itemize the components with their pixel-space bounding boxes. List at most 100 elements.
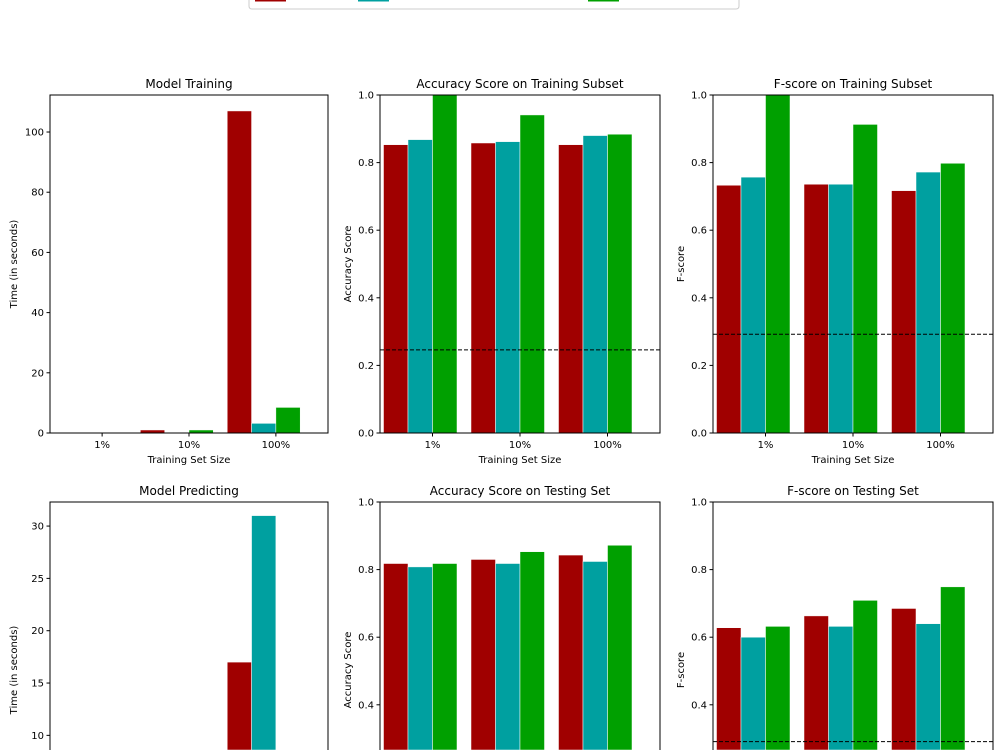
- bar: [470, 142, 496, 434]
- y-tick-label: 100: [25, 128, 44, 139]
- legend-swatch: [255, 0, 286, 2]
- x-tick-label: 10%: [842, 440, 864, 451]
- bar: [716, 184, 742, 434]
- x-axis-label: Training Set Size: [147, 455, 231, 466]
- subplot-title: F-score on Training Subset: [774, 77, 933, 91]
- bar: [495, 563, 521, 750]
- bar: [558, 554, 584, 750]
- bar: [716, 627, 742, 750]
- y-tick-label: 80: [31, 188, 44, 199]
- y-tick-label: 20: [31, 368, 44, 379]
- bar: [582, 561, 608, 750]
- x-tick-label: 1%: [425, 440, 441, 451]
- subplot-title: Model Predicting: [139, 484, 239, 498]
- bar: [803, 183, 829, 434]
- bar: [765, 94, 791, 434]
- x-tick-label: 100%: [926, 440, 955, 451]
- y-tick-label: 1.0: [358, 498, 374, 509]
- y-tick-label: 0.4: [358, 700, 374, 711]
- bar: [226, 110, 252, 434]
- bar: [828, 626, 854, 750]
- y-axis-label: Time (in seconds): [9, 220, 20, 310]
- y-tick-label: 0: [38, 429, 44, 440]
- y-tick-label: 15: [31, 679, 44, 690]
- y-tick-label: 0.6: [358, 226, 374, 237]
- bar: [582, 135, 608, 434]
- subplot-0: 0 20 40 60 80 100 1% 10% 100% Model Training Train…: [9, 77, 329, 466]
- legend: [248, 0, 740, 10]
- subplot-4: 0.4 0.6 0.8 1.0 Accuracy Score on Testing Se…: [343, 484, 661, 750]
- y-tick-label: 0.4: [358, 293, 374, 304]
- bar: [765, 626, 791, 750]
- bar: [519, 114, 545, 434]
- subplot-1: 0.0 0.2 0.4 0.6 0.8 1.0 1% 10% 100% Accuracy Scor…: [343, 77, 661, 466]
- bar: [275, 407, 301, 434]
- bar: [383, 144, 409, 434]
- y-tick-label: 1.0: [691, 498, 707, 509]
- bar: [432, 563, 458, 750]
- bar: [519, 551, 545, 750]
- bar: [251, 423, 277, 434]
- y-tick-label: 0.6: [691, 633, 707, 644]
- y-tick-label: 25: [31, 574, 44, 585]
- subplot-5: 0.4 0.6 0.8 1.0 F-score on Testing Set F-scor…: [676, 484, 994, 750]
- y-tick-label: 0.2: [358, 361, 374, 372]
- legend-swatch: [588, 0, 619, 2]
- y-tick-label: 0.4: [691, 293, 707, 304]
- bar: [407, 566, 433, 750]
- axes-frame: [712, 501, 994, 750]
- axes-frame: [49, 501, 329, 750]
- x-tick-label: 1%: [758, 440, 774, 451]
- bar: [383, 563, 409, 750]
- subplot-3: 10 15 20 25 30 Model Predicting Time (in secon…: [9, 484, 329, 750]
- bar: [891, 608, 917, 750]
- x-tick-label: 10%: [509, 440, 531, 451]
- axes-frame: [379, 501, 661, 750]
- legend-box: [248, 0, 740, 10]
- y-tick-label: 20: [31, 626, 44, 637]
- bar: [740, 176, 766, 434]
- bar: [607, 133, 633, 434]
- y-axis-label: F-score: [676, 246, 687, 282]
- y-tick-label: 0.8: [691, 565, 707, 576]
- y-tick-label: 0.6: [358, 633, 374, 644]
- bar: [803, 615, 829, 750]
- bar: [940, 586, 966, 750]
- y-tick-label: 0.2: [691, 361, 707, 372]
- bar: [940, 163, 966, 434]
- x-tick-label: 10%: [178, 440, 200, 451]
- bar: [432, 94, 458, 434]
- y-tick-label: 1.0: [691, 91, 707, 102]
- bar: [558, 144, 584, 434]
- y-tick-label: 0.8: [691, 158, 707, 169]
- y-tick-label: 0.4: [691, 700, 707, 711]
- y-tick-label: 0.8: [358, 158, 374, 169]
- bar: [915, 623, 941, 750]
- y-tick-label: 0.6: [691, 226, 707, 237]
- y-axis-label: Time (in seconds): [9, 626, 20, 716]
- subplot-2: 0.0 0.2 0.4 0.6 0.8 1.0 1% 10% 100% F-score on Tr…: [676, 77, 994, 466]
- y-tick-label: 0.0: [691, 429, 707, 440]
- y-tick-label: 1.0: [358, 91, 374, 102]
- y-axis-label: F-score: [676, 652, 687, 688]
- y-tick-label: 0.8: [358, 565, 374, 576]
- legend-swatch: [358, 0, 389, 2]
- x-tick-label: 100%: [593, 440, 622, 451]
- subplot-title: Model Training: [145, 77, 232, 91]
- y-tick-label: 30: [31, 522, 44, 533]
- subplot-title: Accuracy Score on Training Subset: [416, 77, 623, 91]
- bar: [740, 636, 766, 750]
- bar: [852, 600, 878, 750]
- bar: [915, 171, 941, 434]
- x-tick-label: 100%: [262, 440, 291, 451]
- y-axis-label: Accuracy Score: [343, 226, 354, 303]
- axes-frame: [49, 94, 329, 434]
- bar: [828, 183, 854, 434]
- y-axis-label: Accuracy Score: [343, 632, 354, 709]
- y-tick-label: 0.0: [358, 429, 374, 440]
- x-axis-label: Training Set Size: [811, 455, 895, 466]
- y-tick-label: 60: [31, 248, 44, 259]
- bar: [852, 124, 878, 434]
- bar: [495, 141, 521, 434]
